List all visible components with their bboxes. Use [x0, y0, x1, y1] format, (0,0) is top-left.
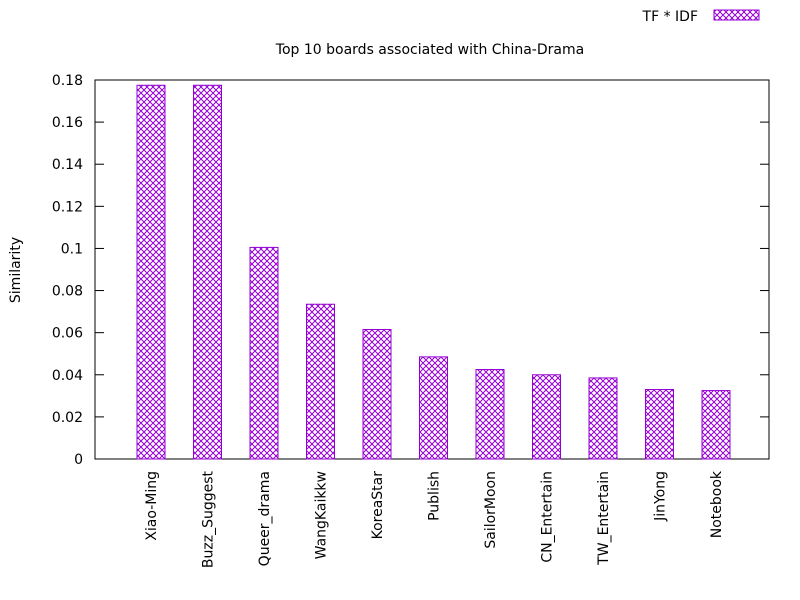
x-tick-label: Xiao-Ming: [144, 471, 160, 541]
x-tick-label: KoreaStar: [370, 471, 386, 540]
bar: [193, 84, 222, 460]
bar: [588, 377, 618, 460]
y-axis-ticks: 0 0.02 0.04 0.06 0.08 0.1 0.12 0.14 0.16 0.18: [52, 73, 769, 468]
x-tick-label: Buzz_Suggest: [201, 470, 217, 568]
bar: [645, 389, 674, 460]
x-tick-label: Notebook: [709, 470, 725, 538]
legend: TF * IDF: [642, 9, 760, 25]
y-tick-label: 0.16: [52, 115, 83, 131]
y-tick-label: 0.18: [52, 73, 83, 89]
x-tick-label: WangKaikkw: [314, 471, 330, 559]
x-tick-label: JinYong: [653, 471, 669, 522]
bar: [701, 390, 731, 460]
y-tick-label: 0.1: [61, 241, 83, 257]
bar: [136, 84, 166, 460]
bar: [419, 356, 448, 460]
y-tick-label: 0: [74, 452, 83, 468]
legend-label: TF * IDF: [642, 9, 698, 25]
x-tick-label: CN_Entertain: [540, 471, 556, 563]
bar: [532, 374, 561, 460]
y-tick-label: 0.08: [52, 284, 83, 300]
bar: [306, 303, 335, 460]
y-axis-title: Similarity: [8, 237, 24, 303]
y-tick-label: 0.06: [52, 326, 83, 342]
x-tick-label: TW_Entertain: [596, 471, 612, 566]
y-tick-label: 0.02: [52, 410, 83, 426]
bars: [136, 84, 731, 460]
bar: [475, 369, 505, 460]
bar: [249, 246, 279, 460]
legend-swatch: [713, 9, 760, 21]
x-axis-ticks: Xiao-Ming Buzz_Suggest Queer_drama WangKaik…: [144, 470, 725, 568]
x-tick-label: Queer_drama: [257, 471, 273, 566]
y-tick-label: 0.14: [52, 157, 83, 173]
bar: [362, 329, 392, 460]
y-tick-label: 0.04: [52, 368, 83, 384]
y-tick-label: 0.12: [52, 199, 83, 215]
x-tick-label: SailorMoon: [483, 471, 499, 549]
x-tick-label: Publish: [427, 471, 443, 521]
chart-title: Top 10 boards associated with China-Dram…: [275, 42, 584, 58]
